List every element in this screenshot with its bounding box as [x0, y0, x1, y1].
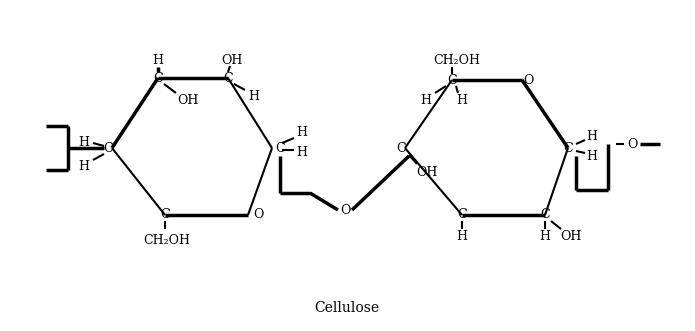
Text: H: H	[587, 150, 598, 163]
Text: H: H	[420, 93, 432, 107]
Text: C: C	[563, 141, 573, 155]
Text: CH₂OH: CH₂OH	[143, 234, 190, 248]
Text: H: H	[297, 147, 307, 160]
Text: H: H	[457, 93, 468, 107]
Text: H: H	[249, 89, 259, 103]
Text: O: O	[340, 204, 350, 216]
Text: C: C	[275, 141, 285, 155]
Text: C: C	[457, 209, 467, 221]
Text: C: C	[396, 141, 406, 155]
Text: O: O	[523, 73, 533, 86]
Text: C: C	[447, 73, 457, 86]
Text: H: H	[587, 129, 598, 143]
Text: C: C	[223, 71, 233, 84]
Text: H: H	[79, 160, 90, 172]
Text: H: H	[79, 136, 90, 150]
Text: OH: OH	[560, 230, 582, 244]
Text: C: C	[540, 209, 550, 221]
Text: OH: OH	[177, 93, 199, 107]
Text: Cellulose: Cellulose	[314, 301, 379, 315]
Text: C: C	[103, 141, 113, 155]
Text: O: O	[253, 209, 263, 221]
Text: H: H	[297, 126, 307, 139]
Text: C: C	[153, 71, 163, 84]
Text: CH₂OH: CH₂OH	[434, 54, 480, 67]
Text: OH: OH	[221, 54, 243, 67]
Text: O: O	[627, 137, 637, 151]
Text: C: C	[160, 209, 170, 221]
Text: H: H	[152, 54, 163, 67]
Text: OH: OH	[416, 166, 438, 179]
Text: H: H	[457, 230, 468, 244]
Text: H: H	[539, 230, 550, 244]
